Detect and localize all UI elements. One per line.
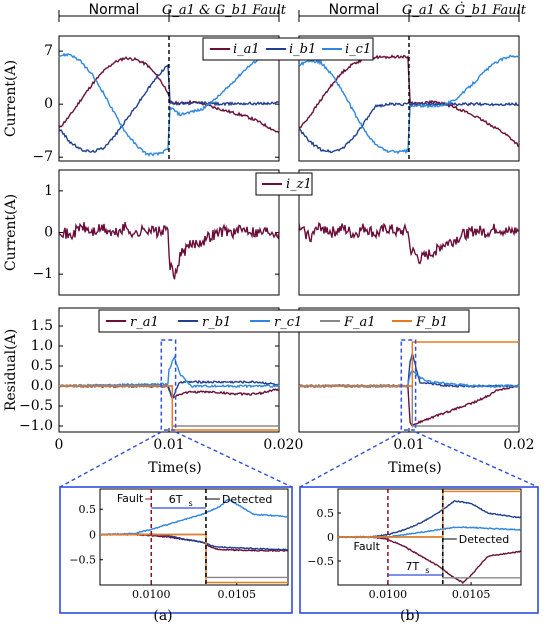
series-F-b1-line bbox=[59, 385, 279, 431]
y-tick-label: −1 bbox=[32, 266, 53, 282]
series-i-z1-line bbox=[298, 221, 520, 265]
detected-annotation: Detected bbox=[222, 493, 272, 506]
x-tick-label: 0 bbox=[295, 437, 304, 453]
x-tick-label: 0.02 bbox=[263, 437, 294, 453]
zoom-inset-a: −0.5 0 0.5 0.0100 0.0105 Fault 6T s Detected bbox=[59, 486, 293, 614]
plot-frame bbox=[298, 169, 520, 296]
residual-panel-b: 0 0.01 0.02 Time(s) bbox=[295, 307, 535, 476]
y-tick-label: 0 bbox=[44, 225, 53, 241]
legend-box bbox=[255, 172, 313, 196]
sub-label-b: (b) bbox=[400, 608, 420, 624]
callout-line bbox=[175, 431, 293, 488]
y-axis-label-current: Current(A) bbox=[3, 60, 19, 137]
callout-line bbox=[59, 431, 162, 488]
legend-label: i_z1 bbox=[286, 177, 312, 192]
detected-annotation: Detected bbox=[459, 533, 509, 546]
series-i-c1-line bbox=[58, 52, 280, 157]
callout-line bbox=[299, 431, 402, 488]
y-tick-label: 0.5 bbox=[79, 503, 97, 516]
interval-subscript: s bbox=[425, 566, 429, 575]
legend-label: r_a1 bbox=[130, 315, 159, 330]
legend-box bbox=[98, 309, 470, 333]
zoom-region-rect bbox=[160, 339, 177, 431]
interval-label: 6T bbox=[169, 493, 183, 506]
x-tick-label: 0.0100 bbox=[369, 588, 408, 601]
current-panel-b: Normal G_a1 & Ġ_b1 Fault bbox=[298, 1, 527, 162]
x-tick-label: 0.01 bbox=[393, 437, 424, 453]
fault-annotation: Fault bbox=[117, 492, 144, 505]
series-r-a1-line bbox=[298, 383, 520, 428]
legend-label: r_b1 bbox=[202, 315, 231, 330]
interval-subscript: s bbox=[189, 499, 193, 508]
zoom-region-rect bbox=[400, 339, 417, 431]
zero-seq-panel-b bbox=[298, 169, 520, 296]
legend-label: i_c1 bbox=[345, 42, 371, 57]
y-tick-label: 0 bbox=[327, 531, 334, 544]
series-r-c1-line bbox=[58, 355, 280, 389]
legend-label: F_a1 bbox=[343, 315, 376, 330]
series-i-b1-line bbox=[58, 63, 280, 153]
x-tick-label: 0 bbox=[55, 437, 64, 453]
legend-label: F_b1 bbox=[415, 315, 448, 330]
x-tick-label: 0.01 bbox=[153, 437, 184, 453]
y-tick-label: −7 bbox=[32, 149, 53, 165]
series-F-a1-line bbox=[59, 385, 279, 427]
y-tick-label: −0.5 bbox=[69, 554, 96, 567]
fault-annotation: Fault bbox=[354, 540, 381, 553]
legend-label: i_b1 bbox=[289, 42, 316, 57]
region-normal-label: Normal bbox=[89, 2, 140, 18]
x-axis-label: Time(s) bbox=[148, 460, 201, 476]
x-tick-label: 0.0105 bbox=[217, 588, 256, 601]
x-tick-label: 0.0105 bbox=[452, 588, 491, 601]
x-tick-label: 0.02 bbox=[503, 437, 534, 453]
y-tick-label: 1.5 bbox=[31, 318, 53, 334]
inset-border bbox=[299, 486, 539, 614]
series-i-z1-line bbox=[58, 222, 280, 280]
series-F-b1-line bbox=[338, 490, 521, 538]
legend-zero-seq: i_z1 bbox=[255, 172, 313, 196]
x-axis-label: Time(s) bbox=[388, 460, 441, 476]
residual-panel-a: −1.0 −0.5 0.0 0.5 1.0 1.5 0 0.01 0.02 Time(s) bbox=[19, 307, 295, 476]
y-axis-label-residual: Residual(A) bbox=[3, 329, 19, 411]
y-tick-label: 0.5 bbox=[317, 507, 335, 520]
series-r-c1-line bbox=[99, 498, 288, 536]
y-tick-label: 0.0 bbox=[31, 378, 53, 394]
y-tick-label: 1 bbox=[44, 183, 53, 199]
current-panel-a: −7 0 7 Normal G_a1 & G_b1 Fault bbox=[32, 2, 286, 165]
callout-line bbox=[415, 431, 539, 488]
y-tick-label: 1.0 bbox=[31, 338, 53, 354]
legend-label: i_a1 bbox=[233, 42, 260, 57]
interval-label: 7T bbox=[405, 560, 419, 573]
zoom-callout-a bbox=[59, 431, 293, 488]
sub-label-a: (a) bbox=[153, 608, 172, 624]
y-tick-label: −1.0 bbox=[19, 418, 53, 434]
y-tick-label: 0 bbox=[89, 528, 96, 541]
y-tick-label: −0.5 bbox=[19, 398, 53, 414]
legend-label: r_c1 bbox=[274, 315, 302, 330]
zoom-callout-b bbox=[299, 431, 539, 488]
region-fault-label: G_a1 & G_b1 Fault bbox=[162, 3, 287, 18]
x-tick-label: 0.0100 bbox=[132, 588, 171, 601]
y-tick-label: 0.5 bbox=[31, 358, 53, 374]
y-tick-label: 7 bbox=[44, 43, 53, 59]
legend-box bbox=[202, 37, 374, 61]
zero-seq-panel-a: −1 0 1 bbox=[32, 169, 280, 296]
legend-residual: r_a1 r_b1 r_c1 F_a1 F_b1 bbox=[98, 309, 470, 333]
y-axis-label-zero-seq: Current(A) bbox=[3, 194, 19, 271]
series-r-b1-line bbox=[58, 380, 280, 400]
series-F-b1-line bbox=[100, 533, 288, 584]
legend-current: i_a1 i_b1 i_c1 bbox=[202, 37, 374, 61]
zoom-inset-b: −0.5 0 0.5 0.0100 0.0105 Fault Detected 7T s bbox=[299, 486, 539, 614]
y-tick-label: −0.5 bbox=[307, 555, 334, 568]
plot-frame bbox=[99, 488, 289, 586]
y-tick-label: 0 bbox=[44, 96, 53, 112]
region-normal-label: Normal bbox=[329, 2, 380, 18]
region-fault-label: G_a1 & Ġ_b1 Fault bbox=[402, 1, 527, 18]
series-F-b1-line bbox=[299, 341, 519, 387]
